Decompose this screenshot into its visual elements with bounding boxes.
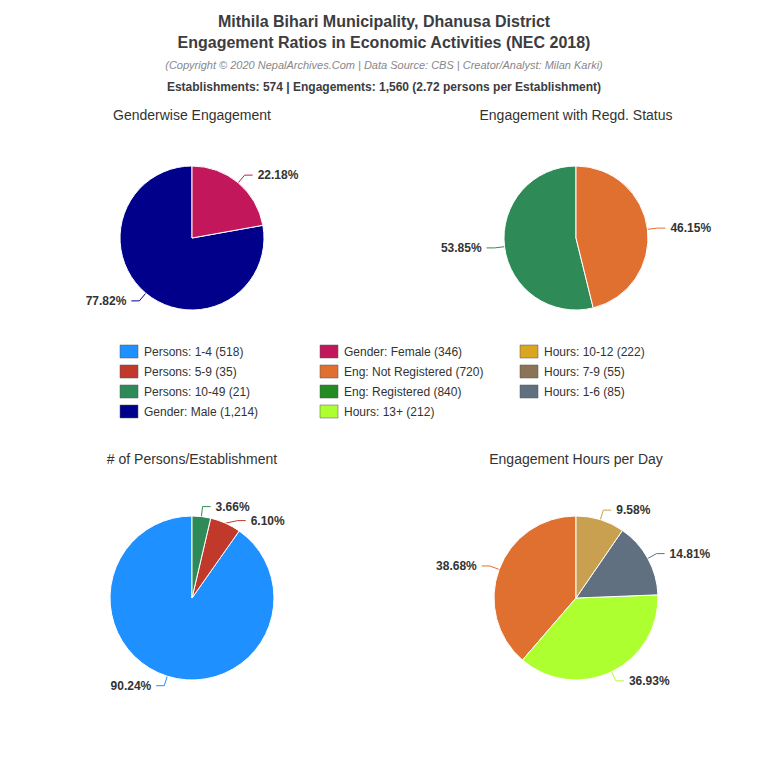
svg-text:53.85%: 53.85% (441, 241, 482, 255)
svg-text:Hours: 7-9 (55): Hours: 7-9 (55) (544, 365, 625, 379)
svg-text:Genderwise Engagement: Genderwise Engagement (113, 107, 271, 123)
svg-text:Eng: Registered (840): Eng: Registered (840) (344, 385, 461, 399)
svg-text:22.18%: 22.18% (258, 168, 299, 182)
svg-text:Hours: 10-12 (222): Hours: 10-12 (222) (544, 345, 645, 359)
svg-text:Hours: 13+ (212): Hours: 13+ (212) (344, 405, 434, 419)
svg-text:Engagement Ratios in Economic: Engagement Ratios in Economic Activities… (178, 34, 591, 51)
svg-text:Engagement Hours per Day: Engagement Hours per Day (489, 451, 663, 467)
svg-text:Gender: Male (1,214): Gender: Male (1,214) (144, 405, 258, 419)
svg-text:# of Persons/Establishment: # of Persons/Establishment (107, 451, 278, 467)
svg-text:Engagement with Regd. Status: Engagement with Regd. Status (479, 107, 672, 123)
svg-text:Mithila Bihari Municipality, D: Mithila Bihari Municipality, Dhanusa Dis… (218, 13, 551, 30)
svg-text:Eng: Not Registered (720): Eng: Not Registered (720) (344, 365, 483, 379)
svg-text:Persons: 10-49 (21): Persons: 10-49 (21) (144, 385, 250, 399)
svg-text:6.10%: 6.10% (251, 514, 285, 528)
svg-text:38.68%: 38.68% (436, 559, 477, 573)
svg-text:Persons: 1-4 (518): Persons: 1-4 (518) (144, 345, 243, 359)
svg-text:9.58%: 9.58% (616, 503, 650, 517)
svg-text:77.82%: 77.82% (86, 294, 127, 308)
svg-text:Persons: 5-9 (35): Persons: 5-9 (35) (144, 365, 237, 379)
svg-text:(Copyright © 2020 NepalArchive: (Copyright © 2020 NepalArchives.Com | Da… (165, 59, 603, 71)
svg-text:14.81%: 14.81% (670, 547, 711, 561)
svg-text:3.66%: 3.66% (216, 500, 250, 514)
svg-text:36.93%: 36.93% (629, 674, 670, 688)
svg-text:90.24%: 90.24% (111, 679, 152, 693)
svg-text:Establishments: 574 | Engageme: Establishments: 574 | Engagements: 1,560… (167, 80, 601, 94)
svg-text:46.15%: 46.15% (670, 221, 711, 235)
svg-text:Gender: Female (346): Gender: Female (346) (344, 345, 462, 359)
svg-text:Hours: 1-6 (85): Hours: 1-6 (85) (544, 385, 625, 399)
